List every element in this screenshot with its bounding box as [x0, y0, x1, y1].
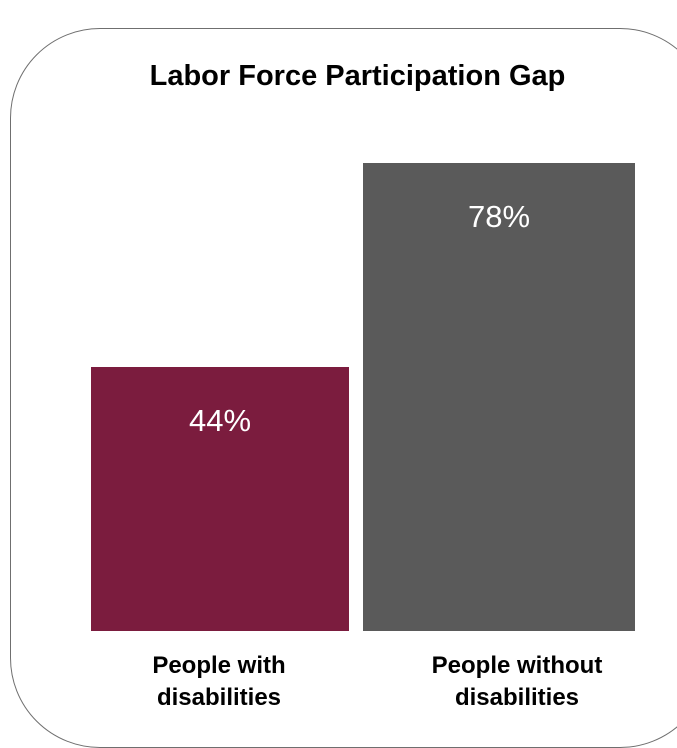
- bar-people-without-disabilities: [363, 163, 635, 631]
- bar-chart: 44% 78%: [91, 163, 635, 631]
- tick-label-people-without-disabilities: People without disabilities: [431, 652, 603, 711]
- bar-people-with-disabilities: [91, 367, 349, 631]
- data-label-78: 78%: [468, 199, 530, 234]
- chart-title: Labor Force Participation Gap: [149, 60, 566, 92]
- tick-label-people-with-disabilities: People with disabilities: [152, 652, 286, 711]
- data-label-44: 44%: [189, 403, 251, 438]
